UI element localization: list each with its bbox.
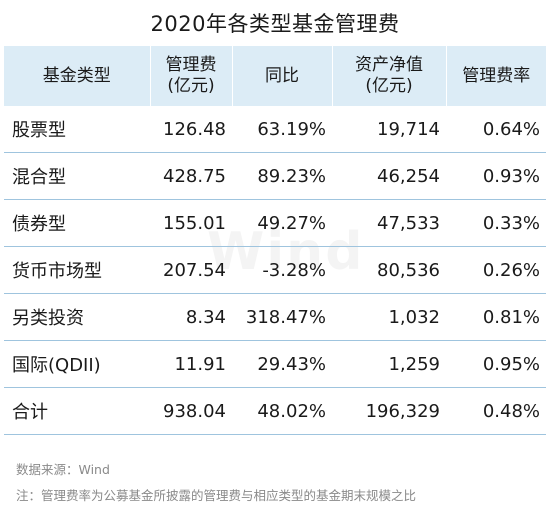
table-row: 货币市场型 207.54 -3.28% 80,536 0.26%	[4, 246, 546, 294]
cell-management-fee: 8.34	[150, 293, 232, 341]
cell-yoy: 48.02%	[232, 387, 332, 435]
table-row: 另类投资 8.34 318.47% 1,032 0.81%	[4, 293, 546, 341]
table-row: 国际(QDII) 11.91 29.43% 1,259 0.95%	[4, 340, 546, 388]
cell-yoy: 49.27%	[232, 199, 332, 247]
fee-table: 基金类型 管理费 (亿元) 同比 资产净值 (亿元) 管理费率 股票型 126.48 6…	[4, 46, 546, 435]
cell-net-asset-value: 47,533	[332, 199, 446, 247]
data-source-note: 数据来源：Wind	[16, 462, 110, 477]
cell-net-asset-value: 1,032	[332, 293, 446, 341]
cell-management-fee: 428.75	[150, 152, 232, 200]
cell-net-asset-value: 19,714	[332, 106, 446, 153]
cell-management-fee: 155.01	[150, 199, 232, 247]
cell-fee-rate: 0.33%	[446, 199, 546, 247]
page-title: 2020年各类型基金管理费	[150, 12, 400, 36]
cell-yoy: -3.28%	[232, 246, 332, 294]
header-management-fee: 管理费 (亿元)	[150, 46, 233, 106]
cell-fund-type: 货币市场型	[4, 246, 150, 294]
cell-net-asset-value: 1,259	[332, 340, 446, 388]
table-row: 混合型 428.75 89.23% 46,254 0.93%	[4, 152, 546, 200]
cell-net-asset-value: 80,536	[332, 246, 446, 294]
cell-fee-rate: 0.93%	[446, 152, 546, 200]
header-fund-type: 基金类型	[4, 46, 151, 106]
cell-fund-type: 国际(QDII)	[4, 340, 150, 388]
cell-fund-type: 合计	[4, 387, 150, 435]
cell-net-asset-value: 46,254	[332, 152, 446, 200]
table-row: 股票型 126.48 63.19% 19,714 0.64%	[4, 106, 546, 153]
cell-yoy: 29.43%	[232, 340, 332, 388]
table-row: 债券型 155.01 49.27% 47,533 0.33%	[4, 199, 546, 247]
cell-management-fee: 11.91	[150, 340, 232, 388]
cell-net-asset-value: 196,329	[332, 387, 446, 435]
table-header-row: 基金类型 管理费 (亿元) 同比 资产净值 (亿元) 管理费率	[4, 46, 546, 106]
cell-fee-rate: 0.95%	[446, 340, 546, 388]
cell-yoy: 318.47%	[232, 293, 332, 341]
cell-fund-type: 另类投资	[4, 293, 150, 341]
cell-management-fee: 207.54	[150, 246, 232, 294]
table-row: 合计 938.04 48.02% 196,329 0.48%	[4, 387, 546, 435]
cell-fund-type: 债券型	[4, 199, 150, 247]
cell-yoy: 63.19%	[232, 106, 332, 153]
cell-management-fee: 938.04	[150, 387, 232, 435]
cell-fund-type: 股票型	[4, 106, 150, 153]
cell-fee-rate: 0.64%	[446, 106, 546, 153]
cell-fee-rate: 0.81%	[446, 293, 546, 341]
header-net-asset-value: 资产净值 (亿元)	[332, 46, 447, 106]
footnote: 注：管理费率为公募基金所披露的管理费与相应类型的基金期末规模之比	[16, 488, 417, 503]
header-yoy: 同比	[232, 46, 333, 106]
cell-management-fee: 126.48	[150, 106, 232, 153]
cell-fee-rate: 0.48%	[446, 387, 546, 435]
cell-fund-type: 混合型	[4, 152, 150, 200]
cell-fee-rate: 0.26%	[446, 246, 546, 294]
cell-yoy: 89.23%	[232, 152, 332, 200]
header-fee-rate: 管理费率	[446, 46, 546, 106]
